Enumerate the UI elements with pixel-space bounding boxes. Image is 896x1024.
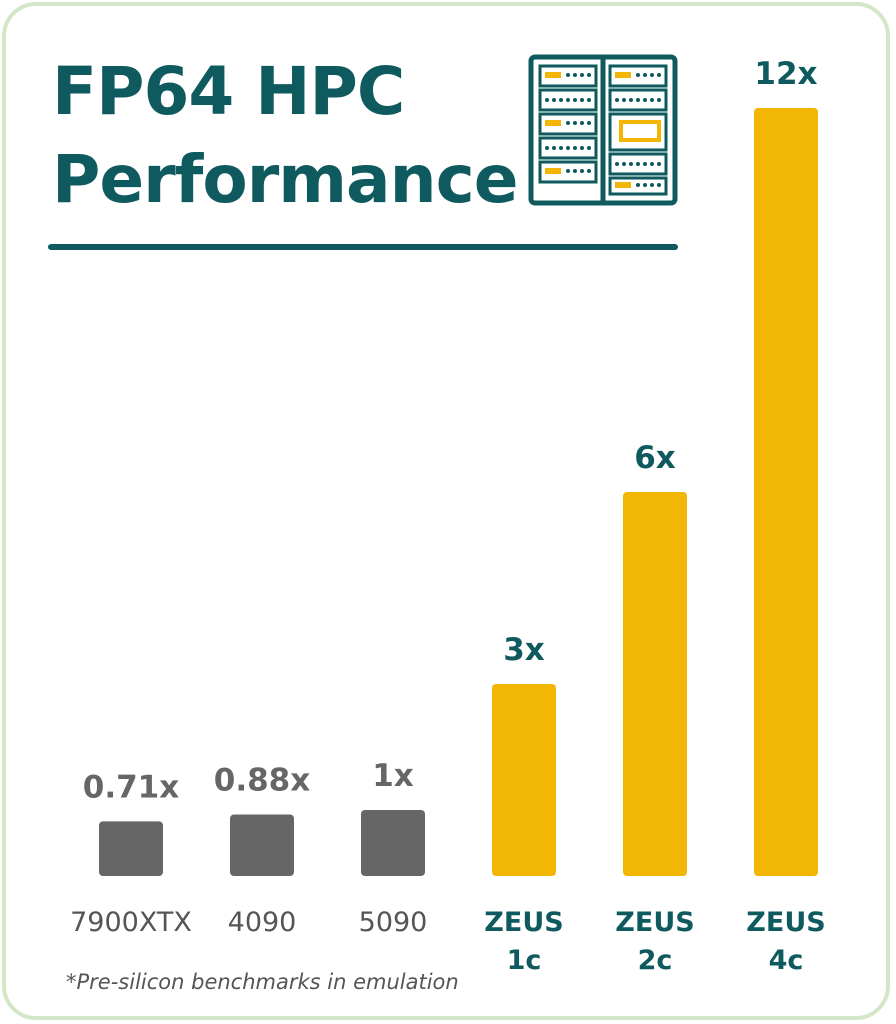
value-label-4: 6x <box>634 440 676 476</box>
value-label-5: 12x <box>754 56 817 92</box>
value-label-3: 3x <box>503 632 545 668</box>
bar-3 <box>492 684 556 876</box>
category-label-5: ZEUS 4c <box>746 907 825 976</box>
bar-2 <box>361 810 425 876</box>
value-label-2: 1x <box>372 758 414 794</box>
title-divider <box>48 244 678 250</box>
bar-0 <box>99 821 163 876</box>
category-label-3: ZEUS 1c <box>484 907 563 976</box>
value-label-0: 0.71x <box>83 769 179 805</box>
title-line-1: FP64 HPC <box>52 53 405 130</box>
title-line-2: Performance <box>52 141 518 218</box>
bar-4 <box>623 492 687 876</box>
chart-title: FP64 HPC Performance <box>52 48 518 224</box>
server-rack-icon <box>528 54 678 206</box>
category-label-4: ZEUS 2c <box>615 907 694 976</box>
footnote: *Pre-silicon benchmarks in emulation <box>66 970 459 994</box>
bar-5 <box>754 108 818 876</box>
category-label-2: 5090 <box>359 907 428 938</box>
category-label-1: 4090 <box>228 907 297 938</box>
bar-1 <box>230 814 294 876</box>
category-label-0: 7900XTX <box>70 907 192 938</box>
value-label-1: 0.88x <box>214 762 310 798</box>
